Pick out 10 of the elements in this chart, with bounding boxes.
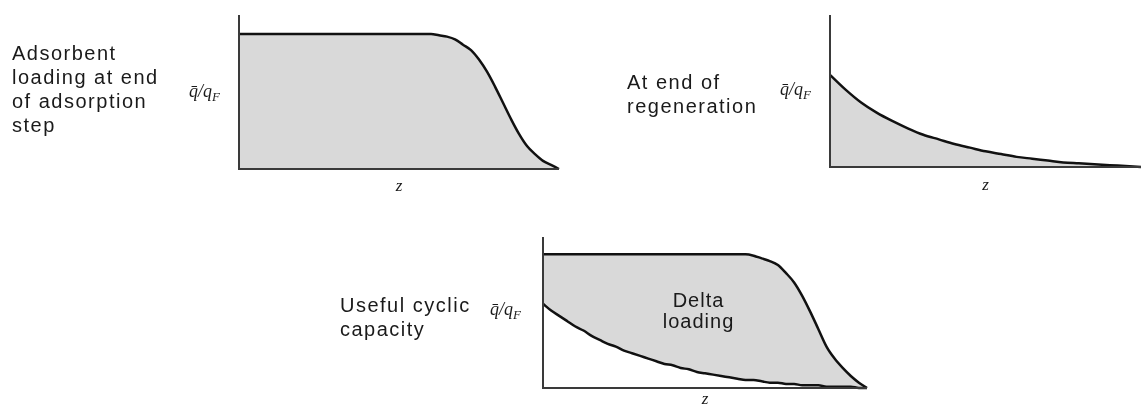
x-axis-title: z (982, 175, 989, 194)
y-axis-title: q̄/q$_{F}$ (490, 299, 521, 322)
chart-title: At end of regeneration (627, 70, 759, 118)
x-axis-title: z (395, 176, 403, 195)
x-axis-title: z (701, 389, 709, 408)
text: Adsorbent loading at end of adsorption step (12, 41, 160, 137)
y-axis-title: q̄/q$_{F}$ (780, 79, 811, 102)
y-axis-title: q̄/q$_{F}$ (189, 81, 220, 104)
annotation: Delta loading (661, 288, 736, 332)
text: Useful cyclic capacity (340, 293, 472, 341)
